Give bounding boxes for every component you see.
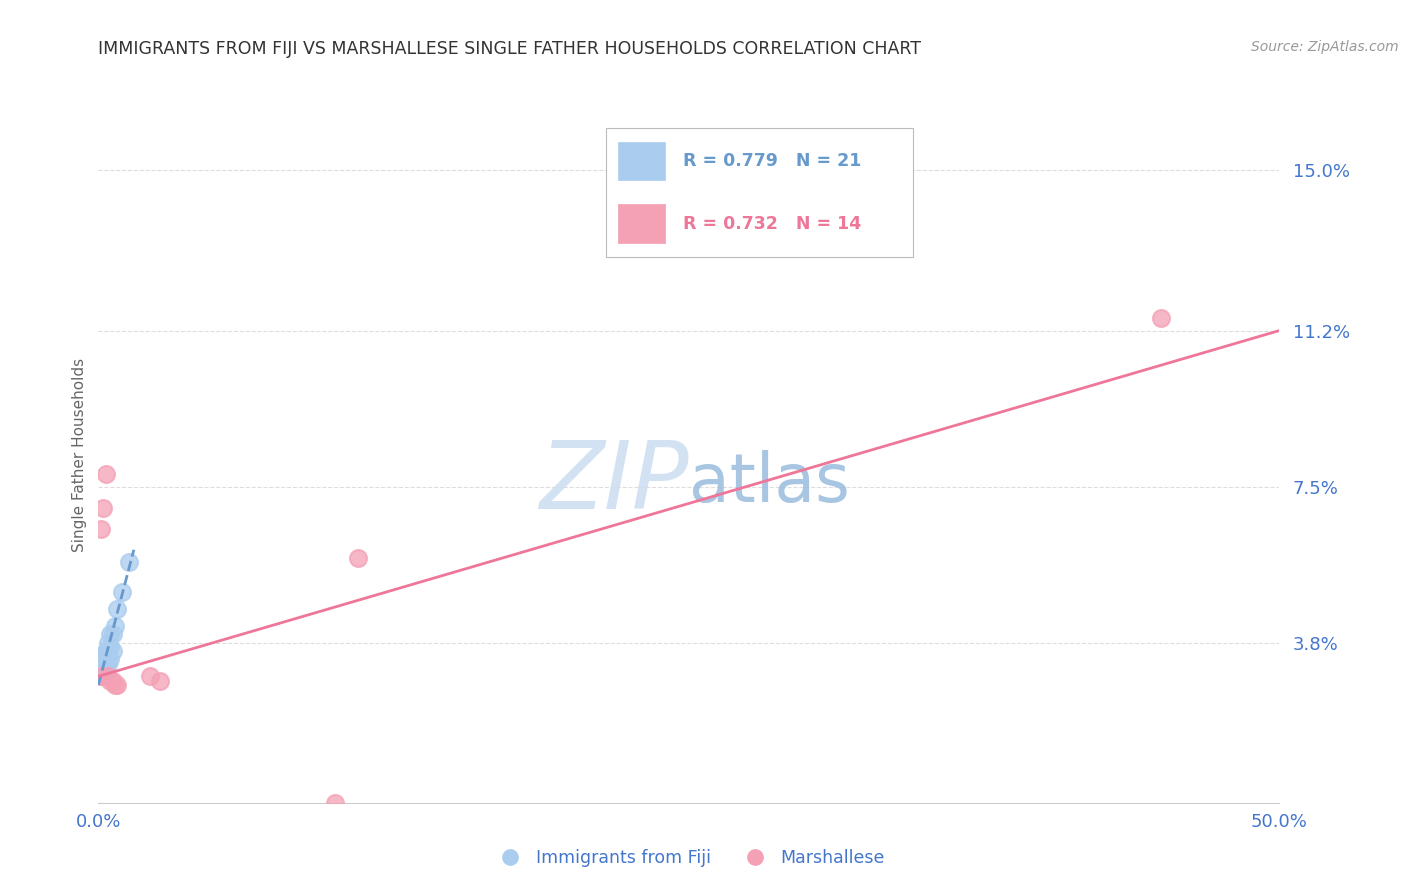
Point [91,669,114,683]
Point [104,678,127,692]
Point [149,673,172,688]
Point [90,652,112,666]
Point [101,627,124,641]
Point [101,644,124,658]
Text: ZIP: ZIP [540,437,689,528]
Point [104,618,127,632]
Point [97,669,120,683]
Point [97,648,120,663]
Point [98,627,121,641]
Point [1150,310,1173,325]
Point [90,669,112,683]
Point [139,669,162,683]
Y-axis label: Single Father Households: Single Father Households [72,358,87,552]
Point [101,673,124,688]
Point [105,678,128,692]
Point [98,640,121,654]
Point [97,657,120,671]
Point [98,673,121,688]
Point [91,657,114,671]
FancyBboxPatch shape [606,128,914,257]
Point [347,551,370,566]
Point [97,635,120,649]
Point [91,500,114,515]
Point [323,796,346,810]
Text: R = 0.779   N = 21: R = 0.779 N = 21 [683,152,862,169]
Text: atlas: atlas [689,450,849,516]
Legend: Immigrants from Fiji, Marshallese: Immigrants from Fiji, Marshallese [486,842,891,874]
Point [98,652,121,666]
Point [111,585,134,599]
Point [90,661,112,675]
Text: R = 0.732   N = 14: R = 0.732 N = 14 [683,215,862,233]
Point [94,467,117,481]
Point [94,665,117,679]
Point [105,602,128,616]
Text: Source: ZipAtlas.com: Source: ZipAtlas.com [1251,40,1399,54]
Point [94,652,117,666]
Text: IMMIGRANTS FROM FIJI VS MARSHALLESE SINGLE FATHER HOUSEHOLDS CORRELATION CHART: IMMIGRANTS FROM FIJI VS MARSHALLESE SING… [98,40,921,58]
Point [91,648,114,663]
FancyBboxPatch shape [619,142,665,180]
FancyBboxPatch shape [619,204,665,243]
Point [118,556,141,570]
Point [90,522,112,536]
Point [90,669,112,683]
Point [94,644,117,658]
